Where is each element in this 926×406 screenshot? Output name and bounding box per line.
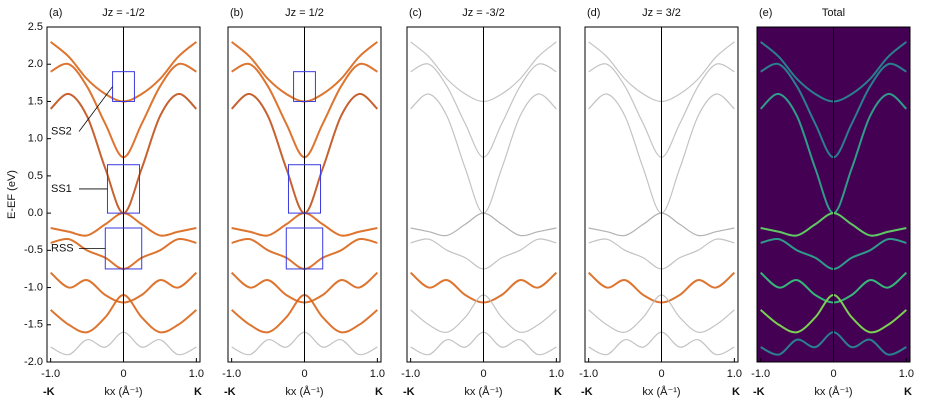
- panel-label: (c): [409, 7, 422, 19]
- y-tick-label: -1.0: [24, 281, 43, 293]
- y-tick-label: 1.0: [28, 133, 43, 145]
- panel-title: Jz = 3/2: [642, 7, 681, 19]
- x-tick-label: 1.0: [189, 368, 204, 380]
- x-tick-label: -1.0: [41, 368, 60, 380]
- panel-label: (d): [587, 7, 600, 19]
- region-label: RSS: [51, 242, 74, 254]
- region-box: [293, 71, 316, 102]
- panel-label: (e): [759, 7, 772, 19]
- y-tick-label: 1.5: [28, 95, 43, 107]
- y-tick-label: -0.5: [24, 244, 43, 256]
- x-tick-label: 0: [480, 368, 486, 380]
- x-tick-label: 1.0: [727, 368, 742, 380]
- x-tick-label: 0: [120, 368, 126, 380]
- x-end-label: K: [375, 386, 383, 398]
- y-tick-label: 2.5: [28, 21, 43, 33]
- y-tick-label: -1.5: [24, 319, 43, 331]
- y-axis-label: E-EF (eV): [6, 170, 18, 219]
- panel-title: Jz = -1/2: [102, 7, 145, 19]
- x-axis-label: kx (Å⁻¹): [104, 385, 142, 398]
- region-box: [285, 227, 324, 270]
- region-box: [287, 164, 322, 214]
- x-end-label: K: [732, 386, 740, 398]
- x-tick-label: 0: [301, 368, 307, 380]
- x-end-label: -K: [753, 386, 765, 398]
- panel-title: Total: [822, 7, 845, 19]
- panel-label: (a): [49, 7, 62, 19]
- x-tick-label: -1.0: [401, 368, 420, 380]
- y-tick-label: 0.5: [28, 170, 43, 182]
- x-axis-label: kx (Å⁻¹): [814, 385, 852, 398]
- x-tick-label: 0: [830, 368, 836, 380]
- x-tick-label: -1.0: [579, 368, 598, 380]
- x-end-label: K: [904, 386, 912, 398]
- x-end-label: -K: [43, 386, 55, 398]
- x-tick-label: 1.0: [549, 368, 564, 380]
- region-label: SS2: [51, 125, 72, 137]
- x-tick-label: 0: [658, 368, 664, 380]
- panel-title: Jz = -3/2: [462, 7, 505, 19]
- x-axis-label: kx (Å⁻¹): [464, 385, 502, 398]
- x-end-label: K: [554, 386, 562, 398]
- x-end-label: -K: [581, 386, 593, 398]
- x-axis-label: kx (Å⁻¹): [285, 385, 323, 398]
- x-tick-label: -1.0: [222, 368, 241, 380]
- x-end-label: K: [194, 386, 202, 398]
- panel-title: Jz = 1/2: [285, 7, 324, 19]
- plot-area: [587, 27, 736, 362]
- x-axis-label: kx (Å⁻¹): [642, 385, 680, 398]
- y-tick-label: -2.0: [24, 356, 43, 368]
- x-end-label: -K: [403, 386, 415, 398]
- plot-area: [759, 27, 908, 362]
- y-tick-label: 2.0: [28, 58, 43, 70]
- x-tick-label: 1.0: [899, 368, 914, 380]
- y-tick-label: 0.0: [28, 207, 43, 219]
- region-label: SS1: [51, 183, 72, 195]
- panel-label: (b): [230, 7, 243, 19]
- x-tick-label: -1.0: [751, 368, 770, 380]
- region-pointer: [78, 86, 113, 132]
- x-tick-label: 1.0: [370, 368, 385, 380]
- plot-area: [409, 27, 558, 362]
- x-end-label: -K: [224, 386, 236, 398]
